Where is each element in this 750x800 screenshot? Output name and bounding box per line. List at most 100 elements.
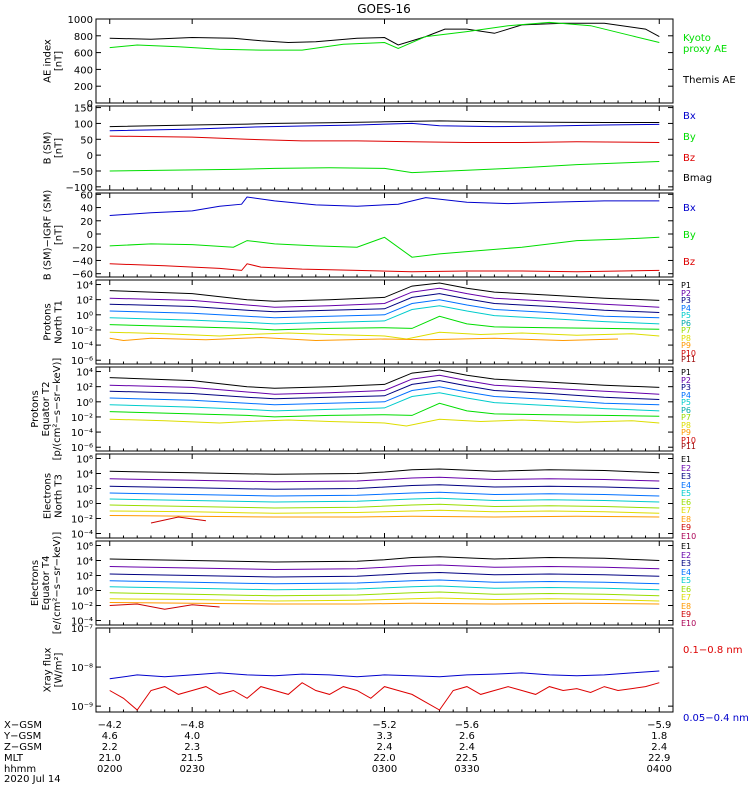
x-row-name: MLT bbox=[4, 753, 24, 764]
series-line-9 bbox=[109, 603, 220, 610]
y-tick-label: 10⁻² bbox=[71, 515, 93, 526]
x-row-value: −4.2 bbox=[98, 720, 122, 731]
legend-entry: E8 bbox=[681, 515, 691, 524]
y-axis-label: [W/m²] bbox=[54, 652, 65, 687]
x-row-value: 22.5 bbox=[456, 753, 478, 764]
legend-entry: Kyoto bbox=[683, 33, 711, 44]
legend-entry: E6 bbox=[681, 498, 691, 507]
series-line-2 bbox=[109, 287, 660, 308]
series-line-2 bbox=[109, 374, 660, 395]
y-tick-label: −20 bbox=[72, 243, 93, 254]
series-line-1 bbox=[109, 22, 660, 46]
legend-entry: E9 bbox=[681, 523, 691, 532]
series-line-1 bbox=[109, 670, 660, 680]
legend-entry: 0.05−0.4 nm bbox=[683, 713, 749, 724]
series-line-2 bbox=[109, 122, 660, 132]
y-tick-label: 10⁻² bbox=[71, 413, 93, 424]
series-line-5 bbox=[109, 392, 660, 412]
panel-b: −100 −50 0 50 100 150 B (SM) [nT] Bx By Bz Bmag bbox=[43, 104, 713, 194]
series-line-6 bbox=[109, 591, 660, 597]
series-line-2 bbox=[109, 21, 660, 51]
y-tick-label: 10² bbox=[76, 572, 93, 583]
series-line-9 bbox=[150, 516, 206, 524]
y-axis-label: Equator T2 bbox=[41, 382, 52, 437]
x-row-value: 2.2 bbox=[102, 742, 118, 753]
x-row-value: 0400 bbox=[647, 764, 672, 775]
y-tick-label: −100 bbox=[66, 183, 93, 194]
series-line-6 bbox=[109, 315, 660, 331]
legend-entry: P2 bbox=[681, 289, 691, 298]
y-axis-label: North T1 bbox=[54, 300, 65, 344]
y-tick-label: 60 bbox=[80, 190, 93, 201]
legend-entry: Bz bbox=[683, 257, 695, 268]
y-tick-label: 10⁻⁴ bbox=[71, 428, 93, 439]
legend-entry: P1 bbox=[681, 281, 691, 290]
y-axis-label: Protons bbox=[30, 390, 41, 427]
y-tick-label: 10⁴ bbox=[76, 470, 93, 481]
legend-entry: E9 bbox=[681, 610, 691, 619]
legend-entry: E3 bbox=[681, 559, 691, 568]
series-line-3 bbox=[109, 571, 660, 578]
legend-entry: P5 bbox=[681, 311, 691, 320]
series-line-2 bbox=[109, 564, 660, 571]
x-row-value: 0200 bbox=[97, 764, 122, 775]
y-axis-label: [nT] bbox=[54, 51, 65, 71]
x-row-value: 2.6 bbox=[459, 731, 475, 742]
y-axis-label: Protons bbox=[43, 303, 54, 340]
legend-entry: P9 bbox=[681, 428, 691, 437]
series-line-4 bbox=[109, 579, 660, 585]
series-line-2 bbox=[109, 236, 660, 258]
series-line-1 bbox=[109, 556, 660, 563]
y-tick-label: 10⁰ bbox=[76, 398, 93, 409]
legend-entry: E7 bbox=[681, 593, 691, 602]
x-row-value: 2.4 bbox=[377, 742, 393, 753]
panel-frame bbox=[95, 627, 674, 713]
y-tick-label: 10² bbox=[76, 296, 93, 307]
y-axis-label: Electrons bbox=[30, 560, 41, 606]
y-tick-label: 0 bbox=[87, 151, 93, 162]
series-line-6 bbox=[109, 503, 660, 509]
series-line-1 bbox=[109, 282, 660, 302]
series-line-3 bbox=[109, 484, 660, 490]
y-tick-label: 150 bbox=[74, 104, 93, 115]
x-row-value: 2.3 bbox=[184, 742, 200, 753]
panel-frame bbox=[95, 540, 674, 626]
y-tick-label: 200 bbox=[74, 82, 93, 93]
series-line-1 bbox=[109, 369, 660, 389]
x-row-value: 2.4 bbox=[651, 742, 667, 753]
legend-entry: 0.1−0.8 nm bbox=[683, 645, 742, 656]
panel-pe: 10⁻⁶ 10⁻⁴ 10⁻² 10⁰ 10² 10⁴ Protons Equator T2 [p… bbox=[30, 358, 696, 461]
legend-entry: P9 bbox=[681, 341, 691, 350]
legend-entry: P8 bbox=[681, 334, 691, 343]
panel-frame bbox=[95, 453, 674, 539]
legend-entry: E10 bbox=[681, 532, 696, 541]
y-tick-label: 40 bbox=[80, 204, 93, 215]
legend-entry: E10 bbox=[681, 619, 696, 628]
legend-entry: By bbox=[683, 132, 696, 143]
series-line-4 bbox=[109, 161, 660, 174]
y-tick-label: 1000 bbox=[68, 15, 93, 26]
legend-entry: Bmag bbox=[683, 173, 712, 184]
series-line-7 bbox=[109, 418, 660, 427]
x-row-value: 4.6 bbox=[102, 731, 118, 742]
y-axis-label: [e/(cm²−s−sr−keV)] bbox=[52, 532, 63, 635]
y-tick-label: 10⁶ bbox=[76, 455, 93, 466]
y-tick-label: 10⁻⁹ bbox=[71, 702, 93, 713]
y-tick-label: 10⁻⁴ bbox=[71, 617, 93, 628]
legend-entry: P5 bbox=[681, 398, 691, 407]
y-axis-label: B (SM)−IGRF (SM) bbox=[43, 190, 54, 281]
x-row-value: 0330 bbox=[454, 764, 479, 775]
x-row-value: 1.8 bbox=[651, 731, 667, 742]
legend-entry: Bx bbox=[683, 111, 696, 122]
legend-entry: E2 bbox=[681, 551, 691, 560]
series-line-2 bbox=[109, 682, 660, 711]
x-row-value: 4.0 bbox=[184, 731, 200, 742]
series-line-8 bbox=[109, 602, 660, 605]
series-line-3 bbox=[109, 380, 660, 400]
y-axis-label: North T3 bbox=[54, 474, 65, 518]
series-line-7 bbox=[109, 509, 660, 514]
legend-entry: P10 bbox=[681, 349, 696, 358]
series-line-5 bbox=[109, 585, 660, 591]
panel-bigrf: −60 −40 −20 0 20 40 60 B (SM)−IGRF (SM) [nT] Bx By… bbox=[43, 190, 696, 281]
